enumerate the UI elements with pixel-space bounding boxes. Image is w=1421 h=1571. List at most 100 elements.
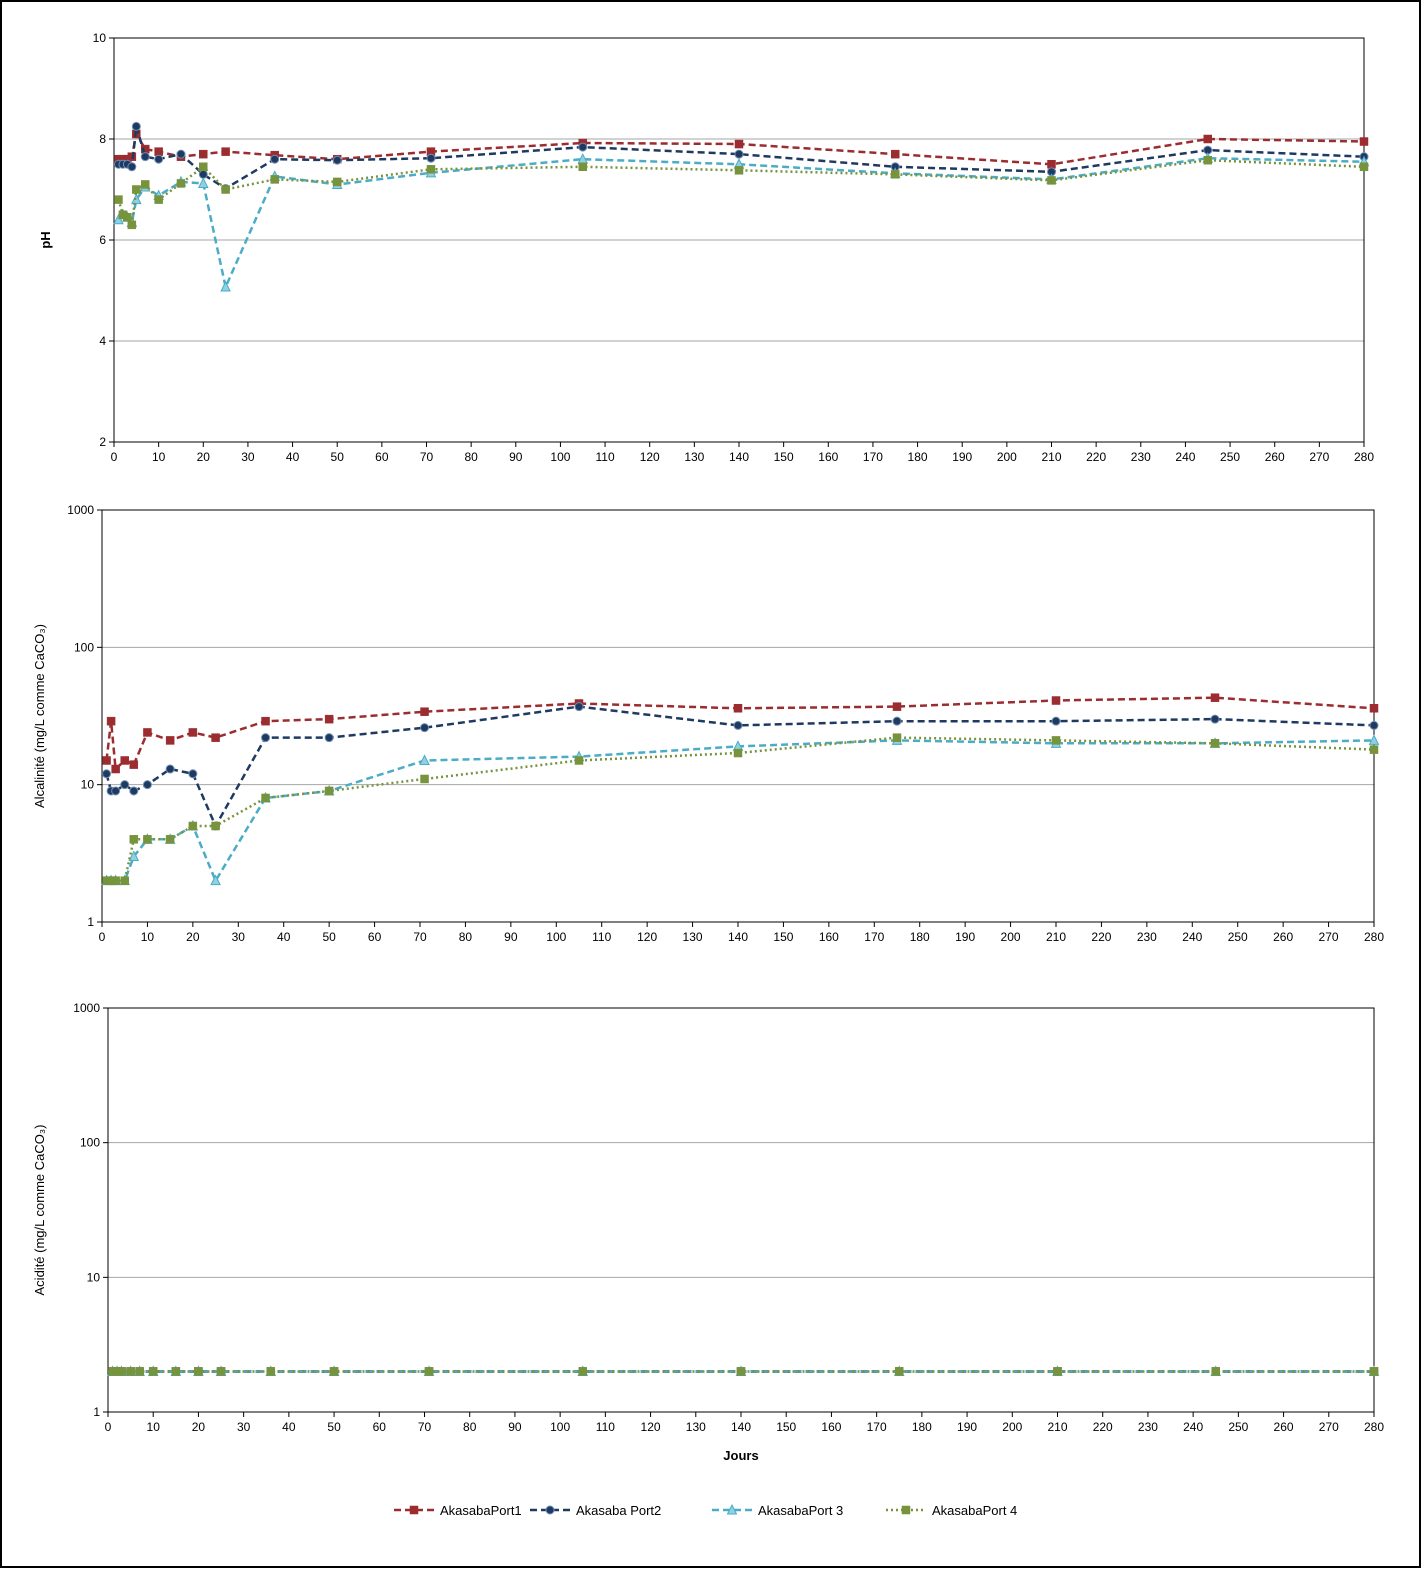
x-tick-label: 260 — [1265, 450, 1285, 464]
x-tick-label: 130 — [683, 930, 703, 944]
data-point — [221, 185, 230, 194]
legend: AkasabaPort1 Akasaba Port2 AkasabaPort 3 Ak… — [394, 1503, 1017, 1518]
x-tick-label: 230 — [1138, 1420, 1158, 1434]
data-point — [126, 1367, 135, 1376]
x-tick-label: 10 — [147, 1420, 161, 1434]
data-point — [1369, 745, 1379, 754]
data-point — [106, 716, 116, 726]
x-tick-label: 130 — [686, 1420, 706, 1434]
data-point — [131, 121, 141, 131]
x-tick-label: 60 — [375, 450, 389, 464]
data-point — [210, 874, 221, 886]
data-point — [332, 155, 342, 165]
x-tick-label: 80 — [459, 930, 473, 944]
x-tick-label: 10 — [141, 930, 155, 944]
x-tick-label: 110 — [596, 450, 615, 464]
x-tick-label: 170 — [867, 1420, 887, 1434]
x-tick-label: 100 — [550, 450, 570, 464]
data-point — [734, 166, 744, 175]
x-tick-label: 140 — [731, 1420, 751, 1434]
series-akasabaport-3 — [101, 734, 1380, 886]
x-tick-label: 160 — [821, 1420, 841, 1434]
x-tick-label: 230 — [1137, 930, 1157, 944]
data-point — [102, 769, 112, 779]
data-point — [197, 177, 209, 188]
data-point — [188, 728, 198, 737]
y-tick-label: 2 — [99, 435, 106, 449]
data-point — [329, 1367, 339, 1376]
data-point — [891, 149, 900, 159]
data-point — [895, 1367, 904, 1376]
data-point — [1047, 160, 1056, 169]
x-tick-label: 250 — [1220, 450, 1240, 464]
data-point — [154, 195, 163, 204]
data-point — [261, 793, 270, 803]
x-tick-label: 150 — [776, 1420, 796, 1434]
x-axis-title: Jours — [723, 1448, 758, 1463]
x-tick-label: 50 — [331, 450, 345, 464]
x-tick-label: 210 — [1047, 1420, 1067, 1434]
x-tick-label: 90 — [509, 450, 523, 464]
data-point — [117, 1367, 126, 1376]
y-axis-title: pH — [38, 231, 53, 248]
x-tick-label: 200 — [1002, 1420, 1022, 1434]
x-tick-label: 20 — [197, 450, 211, 464]
series-akasabaport1 — [102, 693, 1379, 774]
data-point — [129, 760, 139, 769]
x-tick-label: 20 — [192, 1420, 206, 1434]
x-tick-label: 210 — [1041, 450, 1061, 464]
data-point — [1051, 736, 1061, 745]
data-point — [199, 162, 208, 172]
data-point — [324, 714, 334, 724]
data-point — [892, 702, 902, 711]
x-tick-label: 170 — [863, 450, 883, 464]
data-point — [111, 786, 121, 796]
data-point — [220, 280, 231, 292]
x-tick-label: 90 — [508, 1420, 522, 1434]
x-tick-label: 110 — [596, 1420, 615, 1434]
legend-swatch-marker — [726, 1503, 738, 1515]
data-point — [140, 152, 150, 162]
data-point — [1368, 734, 1380, 745]
series-line — [117, 156, 1365, 292]
y-tick-label: 8 — [99, 132, 106, 146]
legend-item-akasabaport-3: AkasabaPort 3 — [712, 1503, 843, 1518]
plot-area — [107, 1007, 1375, 1413]
data-point — [143, 835, 152, 844]
data-point — [129, 786, 139, 796]
x-tick-label: 220 — [1093, 1420, 1113, 1434]
legend-label: Akasaba Port2 — [576, 1503, 661, 1518]
data-point — [420, 774, 429, 784]
data-point — [148, 1367, 158, 1376]
data-point — [120, 756, 129, 765]
x-tick-label: 270 — [1309, 450, 1329, 464]
data-point — [578, 162, 587, 172]
data-point — [578, 1367, 587, 1376]
x-tick-label: 250 — [1228, 930, 1248, 944]
legend-swatch-marker — [901, 1505, 911, 1515]
x-tick-label: 160 — [819, 930, 839, 944]
x-tick-label: 190 — [952, 450, 972, 464]
data-point — [135, 1367, 144, 1376]
data-point — [211, 821, 220, 831]
x-tick-label: 90 — [504, 930, 518, 944]
data-point — [176, 179, 186, 188]
data-point — [324, 786, 334, 796]
data-point — [111, 876, 120, 885]
data-point — [1051, 716, 1061, 726]
x-tick-label: 180 — [910, 930, 930, 944]
data-point — [199, 149, 208, 159]
x-tick-label: 100 — [550, 1420, 570, 1434]
x-tick-label: 220 — [1091, 930, 1111, 944]
x-tick-label: 150 — [773, 930, 793, 944]
data-point — [127, 162, 137, 172]
y-tick-label: 10 — [81, 778, 95, 792]
data-point — [426, 153, 436, 163]
legend-item-akasabaport-4: AkasabaPort 4 — [886, 1503, 1017, 1518]
data-point — [198, 169, 208, 179]
x-tick-label: 180 — [908, 450, 928, 464]
x-tick-label: 150 — [774, 450, 794, 464]
